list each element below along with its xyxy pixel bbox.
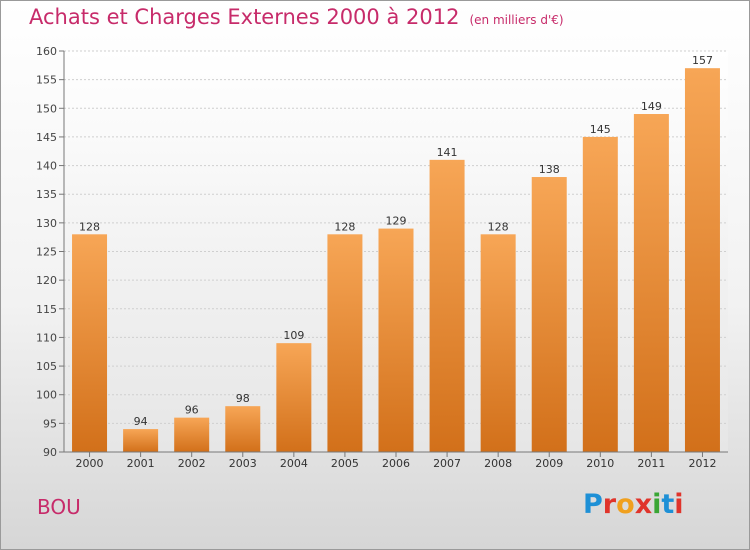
- y-tick-label: 130: [36, 217, 57, 230]
- y-tick-label: 100: [36, 389, 57, 402]
- x-tick-label: 2009: [535, 457, 563, 470]
- logo-letter: i: [674, 489, 684, 520]
- bar-value-label: 94: [134, 415, 148, 428]
- bar: [225, 406, 261, 452]
- x-tick-label: 2000: [76, 457, 104, 470]
- bar-value-label: 128: [334, 220, 355, 233]
- bar-value-label: 141: [437, 146, 458, 159]
- y-tick-label: 125: [36, 246, 57, 259]
- y-tick-label: 160: [36, 45, 57, 58]
- bar-value-label: 98: [236, 392, 250, 405]
- bar: [378, 228, 414, 452]
- x-tick-label: 2005: [331, 457, 359, 470]
- bars: 128 94 96 98 109 128 129 141 128 138 145 149 157: [72, 54, 720, 453]
- town-name: BOU: [37, 495, 81, 519]
- bar-value-label: 157: [692, 54, 713, 67]
- bar: [174, 417, 210, 452]
- logo-letter: P: [583, 489, 603, 520]
- x-tick-label: 2001: [127, 457, 155, 470]
- bar: [633, 114, 669, 452]
- y-tick-label: 115: [36, 303, 57, 316]
- axes: 90 95 100 105 110 115 120 125 130 135 140 145 150 155…: [36, 45, 728, 470]
- y-tick-label: 95: [43, 417, 57, 430]
- y-tick-label: 145: [36, 131, 57, 144]
- bar: [480, 234, 516, 452]
- bar-value-label: 96: [185, 404, 199, 417]
- bar: [582, 136, 618, 452]
- x-tick-label: 2011: [637, 457, 665, 470]
- chart-title-text: Achats et Charges Externes 2000 à 2012: [29, 5, 460, 29]
- y-tick-label: 140: [36, 160, 57, 173]
- x-tick-label: 2010: [586, 457, 614, 470]
- bar: [327, 234, 363, 452]
- y-tick-label: 120: [36, 274, 57, 287]
- bar-value-label: 129: [386, 215, 407, 228]
- logo-letter: o: [616, 489, 635, 520]
- y-tick-label: 105: [36, 360, 57, 373]
- bar-value-label: 138: [539, 163, 560, 176]
- bar: [429, 159, 465, 453]
- y-tick-label: 155: [36, 74, 57, 87]
- y-tick-label: 150: [36, 102, 57, 115]
- x-tick-label: 2004: [280, 457, 308, 470]
- x-tick-label: 2008: [484, 457, 512, 470]
- x-tick-label: 2002: [178, 457, 206, 470]
- bar: [123, 429, 159, 452]
- x-tick-label: 2012: [688, 457, 716, 470]
- x-tick-label: 2007: [433, 457, 461, 470]
- logo-letter: t: [661, 489, 675, 520]
- bar: [684, 68, 720, 452]
- bar-value-label: 128: [79, 220, 100, 233]
- logo-letter: r: [602, 489, 617, 520]
- bar-value-label: 128: [488, 220, 509, 233]
- x-tick-label: 2003: [229, 457, 257, 470]
- bar-value-label: 145: [590, 123, 611, 136]
- y-tick-label: 110: [36, 331, 57, 344]
- proxiti-logo: Proxiti: [583, 489, 684, 520]
- y-tick-label: 135: [36, 188, 57, 201]
- x-tick-label: 2006: [382, 457, 410, 470]
- bar: [72, 234, 108, 452]
- bar-value-label: 149: [641, 100, 662, 113]
- logo-letter: x: [634, 489, 653, 520]
- bar: [531, 177, 567, 452]
- y-tick-label: 90: [43, 446, 57, 459]
- logo-letter: i: [652, 489, 662, 520]
- bar: [276, 343, 312, 452]
- chart-unit: (en milliers d'€): [469, 13, 564, 27]
- bar-value-label: 109: [283, 329, 304, 342]
- chart-title: Achats et Charges Externes 2000 à 2012 (e…: [29, 5, 564, 29]
